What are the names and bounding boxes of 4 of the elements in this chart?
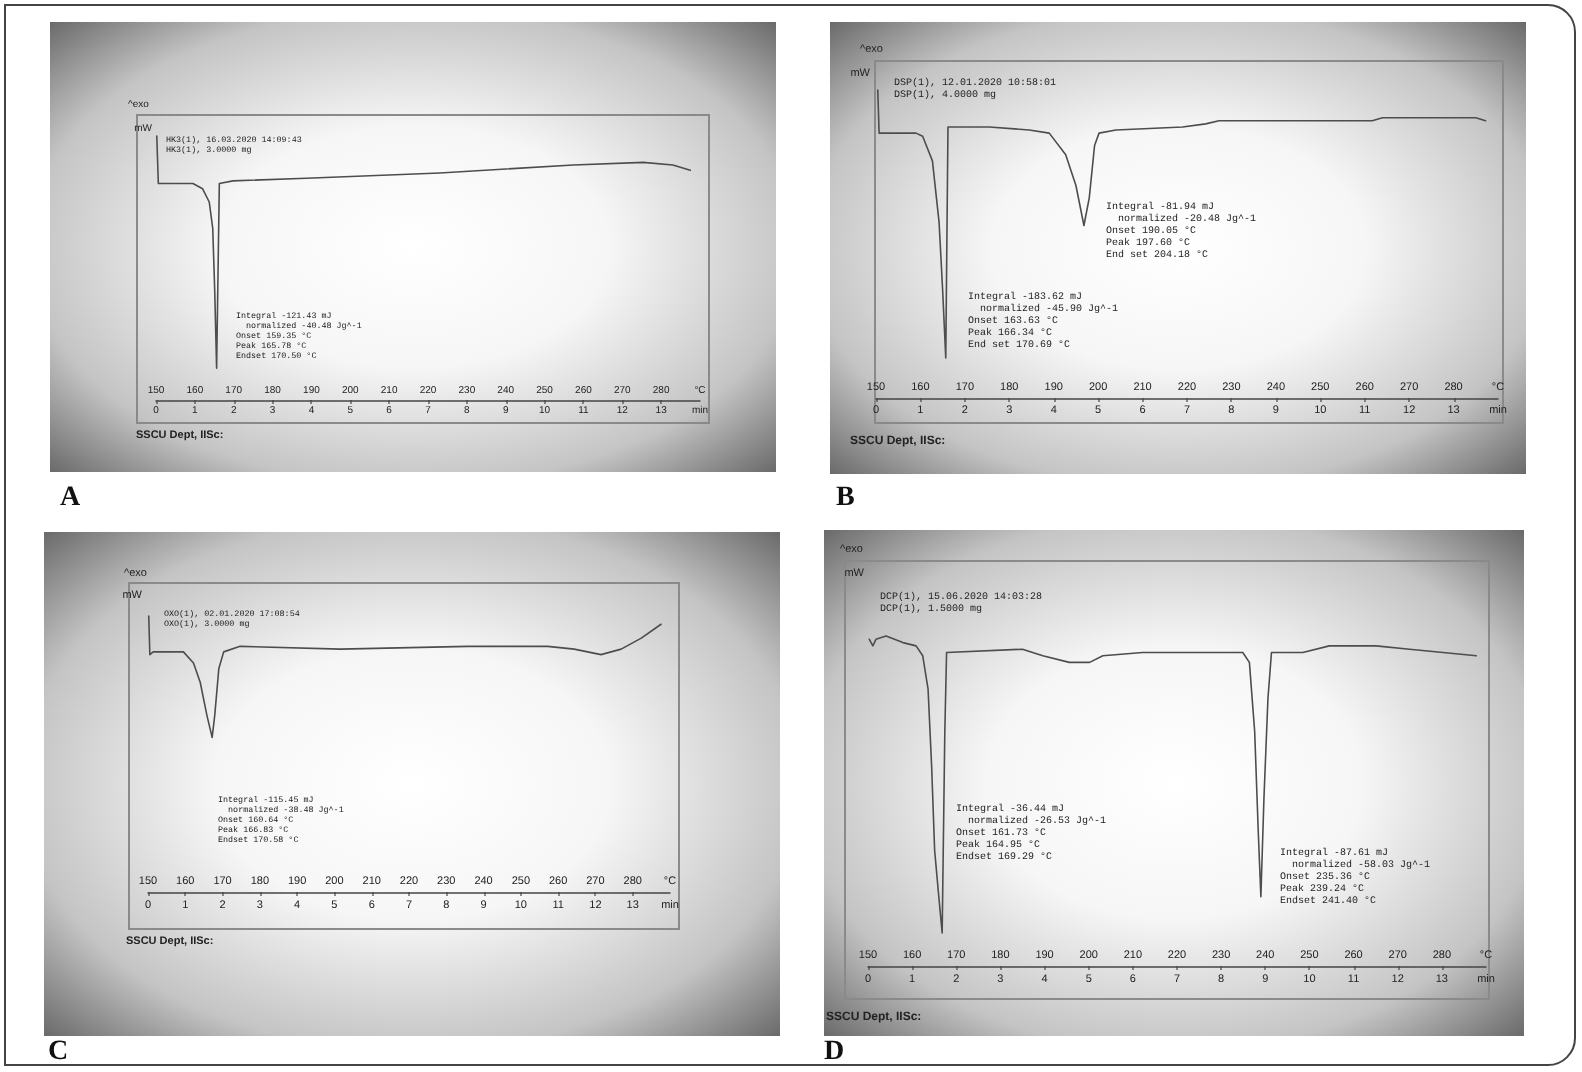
text: B (836, 483, 855, 513)
text: D (824, 1037, 845, 1067)
text: C (48, 1037, 69, 1067)
text: A (60, 483, 82, 513)
